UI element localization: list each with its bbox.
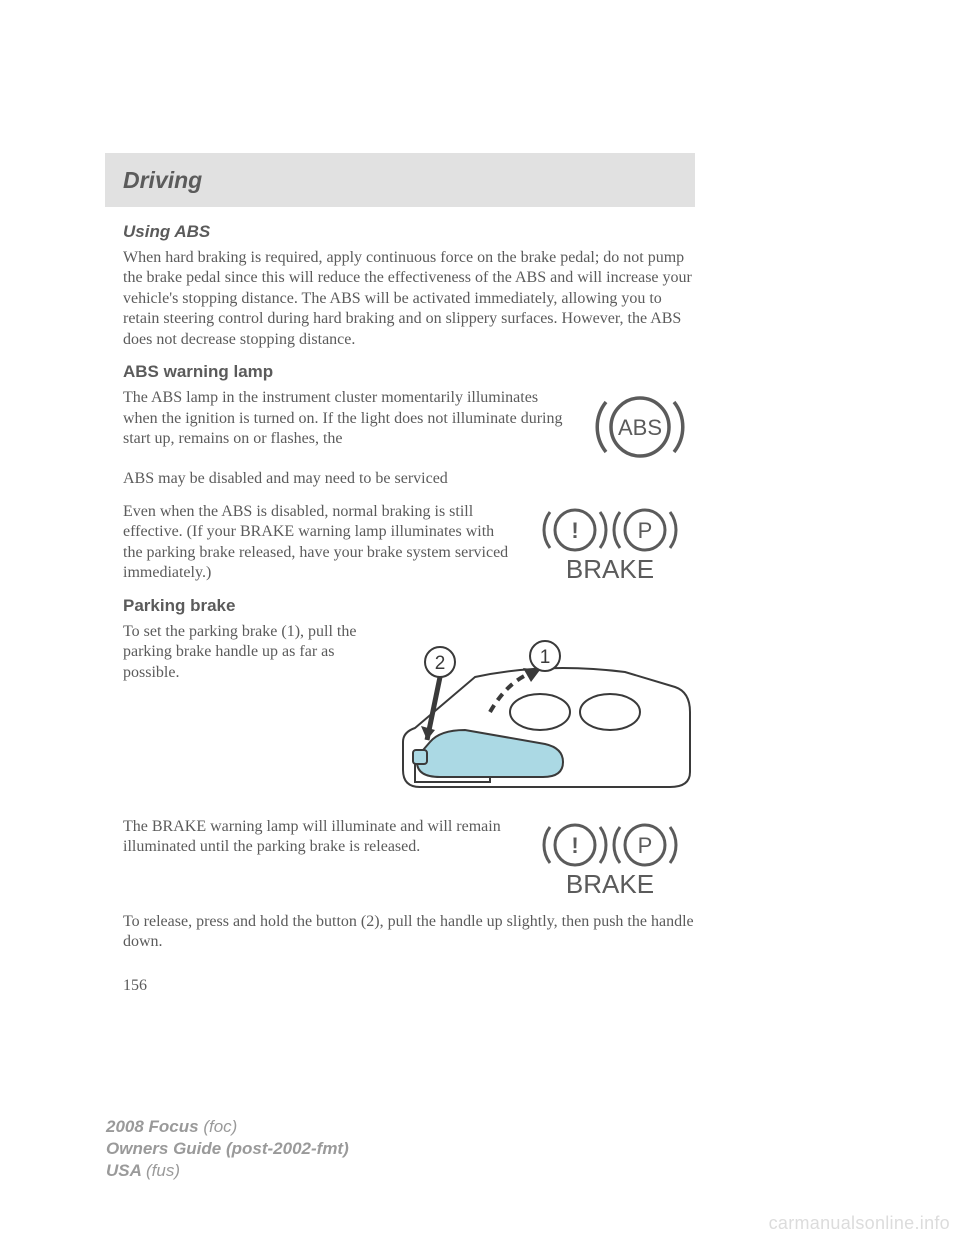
footer-line-1-bold: 2008 Focus [106,1117,203,1136]
abs-warning-icon: ABS [585,388,695,466]
parking-brake-row-2: The BRAKE warning lamp will illuminate a… [123,817,695,904]
abs-warning-body-1-tail: ABS may be disabled and may need to be s… [123,469,695,489]
parking-brake-body-2: The BRAKE warning lamp will illuminate a… [123,817,509,858]
brake-icon-2-label: BRAKE [566,869,654,899]
footer-line-1: 2008 Focus (foc) [106,1116,349,1138]
brake-warning-icon-2: ! P BRAKE [525,817,695,899]
brake-icon-label: BRAKE [566,554,654,584]
footer-line-3-ital: (fus) [146,1161,180,1180]
page: Driving Using ABS When hard braking is r… [0,0,960,1242]
parking-brake-body-1: To set the parking brake (1), pull the p… [123,622,379,683]
abs-warning-body-1-left: The ABS lamp in the instrument cluster m… [123,388,569,449]
parking-brake-row-1: To set the parking brake (1), pull the p… [123,622,695,807]
brake-icon-exclaim: ! [571,518,578,543]
footer-line-1-ital: (foc) [203,1117,237,1136]
parking-brake-diagram: 2 1 [395,622,695,802]
footer-line-3-bold: USA [106,1161,146,1180]
parking-brake-heading: Parking brake [123,596,695,616]
using-abs-body: When hard braking is required, apply con… [123,248,695,350]
abs-warning-heading: ABS warning lamp [123,362,695,382]
footer-line-2: Owners Guide (post-2002-fmt) [106,1138,349,1160]
abs-warning-row-2: Even when the ABS is disabled, normal br… [123,502,695,596]
page-content: Using ABS When hard braking is required,… [123,222,695,995]
callout-1-label: 1 [540,647,551,668]
brake-icon-2-exclaim: ! [571,833,578,858]
watermark: carmanualsonline.info [769,1213,950,1234]
abs-warning-row-1: The ABS lamp in the instrument cluster m… [123,388,695,471]
abs-warning-body-2: Even when the ABS is disabled, normal br… [123,502,509,584]
brake-icon-2-p: P [638,833,653,858]
section-title: Driving [123,167,202,194]
brake-warning-icon: ! P BRAKE [525,502,695,584]
footer-line-3: USA (fus) [106,1160,349,1182]
abs-icon-label: ABS [618,415,662,440]
parking-brake-body-3: To release, press and hold the button (2… [123,912,695,953]
section-header-bar: Driving [105,153,695,207]
callout-2-label: 2 [435,653,446,674]
page-number: 156 [123,977,695,995]
brake-icon-p: P [638,518,653,543]
using-abs-heading: Using ABS [123,222,695,242]
footer: 2008 Focus (foc) Owners Guide (post-2002… [106,1116,349,1182]
